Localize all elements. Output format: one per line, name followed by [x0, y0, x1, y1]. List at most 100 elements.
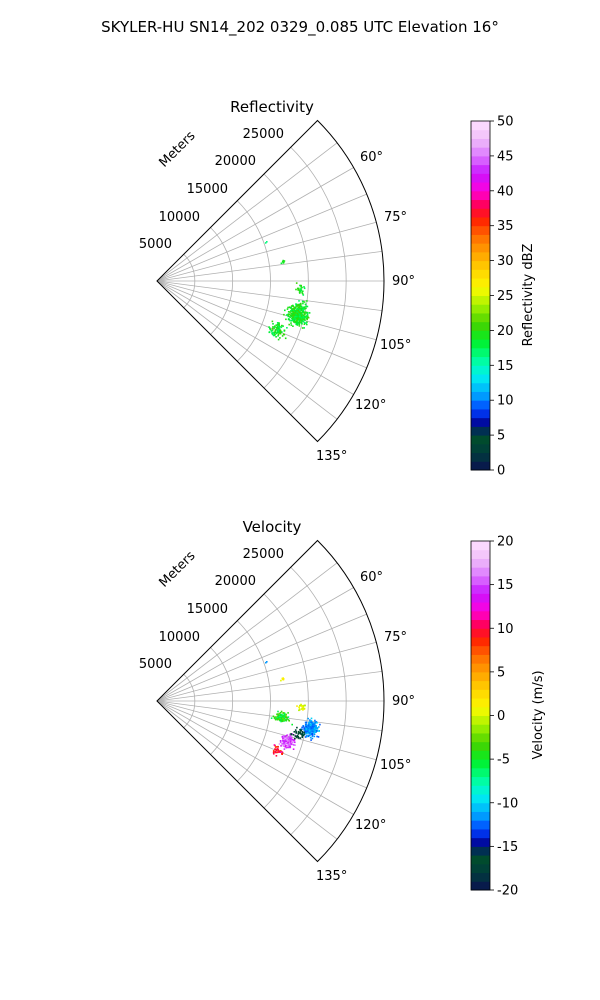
radar-gate — [285, 719, 288, 722]
radar-gate — [302, 302, 304, 305]
radar-gate — [301, 286, 303, 289]
colorbar-segment — [471, 173, 490, 183]
radar-gate — [278, 322, 280, 324]
radar-gate — [306, 724, 309, 727]
radar-gate — [303, 708, 305, 710]
radar-gate — [286, 738, 288, 741]
azimuth-gridline — [156, 280, 338, 420]
radar-gate — [297, 737, 300, 739]
radar-gate — [300, 704, 302, 706]
radar-gate — [294, 310, 296, 312]
radar-gate — [301, 732, 304, 734]
velocity-polar-grid — [156, 562, 384, 840]
radar-gate — [316, 735, 318, 738]
radar-gate — [272, 334, 275, 337]
radar-gate — [277, 710, 279, 713]
radar-gate — [282, 717, 284, 720]
radar-gate — [283, 742, 285, 745]
radar-gate — [304, 736, 307, 738]
radar-gate — [312, 722, 315, 724]
radar-gate — [276, 751, 279, 754]
radar-gate — [265, 661, 267, 664]
azimuth-tick-label: 120° — [355, 818, 386, 833]
radar-gate — [279, 741, 282, 743]
radar-gate — [273, 717, 276, 719]
radar-gate — [291, 319, 293, 322]
colorbar-segment — [471, 199, 490, 209]
velocity-radial-label: Meters — [157, 548, 199, 590]
radar-gate — [313, 727, 316, 730]
radar-gate — [304, 726, 307, 729]
radar-gate — [303, 731, 305, 734]
radar-gate — [276, 325, 279, 328]
colorbar-segment — [471, 855, 490, 865]
radar-gate — [281, 736, 284, 738]
radar-gate — [280, 720, 282, 723]
radar-gate — [291, 309, 294, 312]
radar-gate — [279, 751, 281, 753]
radar-gate — [296, 734, 299, 737]
radar-gate — [301, 309, 303, 312]
radar-gate — [301, 300, 304, 303]
radar-gate — [292, 311, 294, 313]
radar-gate — [310, 739, 312, 741]
azimuth-tick-label: 75° — [384, 630, 407, 645]
colorbar-tick-label: 45 — [497, 149, 514, 164]
radar-gate — [287, 313, 289, 316]
radar-gate — [314, 721, 316, 723]
radar-gate — [288, 323, 290, 326]
range-tick-label: 10000 — [159, 630, 200, 645]
radar-gate — [285, 718, 287, 721]
radar-gate — [303, 318, 306, 321]
velocity-panel: Velocity Meters 5000 10000 15000 20000 2… — [139, 518, 546, 899]
radar-gate — [309, 723, 312, 726]
radar-gate — [287, 311, 290, 313]
radar-gate — [302, 290, 304, 293]
radar-gate — [274, 746, 277, 748]
radar-gate — [309, 734, 311, 737]
radar-gate — [294, 729, 297, 731]
radar-gate — [298, 319, 300, 321]
radar-gate — [301, 320, 303, 323]
radar-gate — [311, 729, 314, 731]
radar-gate — [285, 716, 287, 719]
velocity-colorbar: -20 -15 -10 -5 0 5 10 15 20 — [470, 535, 518, 899]
radar-gate — [284, 337, 287, 340]
radar-gate — [297, 311, 299, 313]
radar-gate — [277, 326, 280, 328]
radar-gate — [274, 718, 277, 720]
radar-gate — [299, 290, 301, 293]
radar-gate — [302, 726, 305, 728]
colorbar-segment — [471, 269, 490, 279]
radar-gate — [302, 310, 305, 313]
radar-gate — [307, 731, 310, 734]
azimuth-tick-label: 90° — [392, 694, 415, 709]
radar-gate — [289, 733, 291, 736]
azimuth-gridline — [156, 250, 383, 282]
radar-gate — [290, 743, 292, 745]
radar-gate — [278, 712, 281, 715]
radar-gate — [291, 312, 293, 315]
colorbar-segment — [471, 435, 490, 445]
reflectivity-polar-frame — [156, 119, 385, 443]
colorbar-tick-label: -15 — [497, 840, 518, 855]
radar-gate — [297, 289, 299, 291]
colorbar-segment — [471, 278, 490, 288]
radar-gate — [299, 737, 302, 739]
radar-gate — [311, 722, 314, 725]
radar-gate — [310, 736, 312, 739]
radar-gate — [291, 308, 293, 310]
range-tick-label: 20000 — [215, 154, 256, 169]
colorbar-segment — [471, 619, 490, 629]
polar-frame — [156, 119, 385, 443]
colorbar-segment — [471, 732, 490, 743]
colorbar-segment — [471, 182, 490, 192]
azimuth-tick-label: 135° — [316, 869, 347, 884]
colorbar-segment — [471, 794, 490, 804]
colorbar-segment — [471, 208, 490, 218]
reflectivity-colorbar: 0 5 10 15 20 25 30 35 40 45 50 — [470, 115, 514, 479]
radar-gate — [290, 324, 293, 326]
radar-gate — [313, 725, 315, 728]
radar-gate — [299, 314, 302, 317]
radar-gate — [299, 733, 302, 735]
